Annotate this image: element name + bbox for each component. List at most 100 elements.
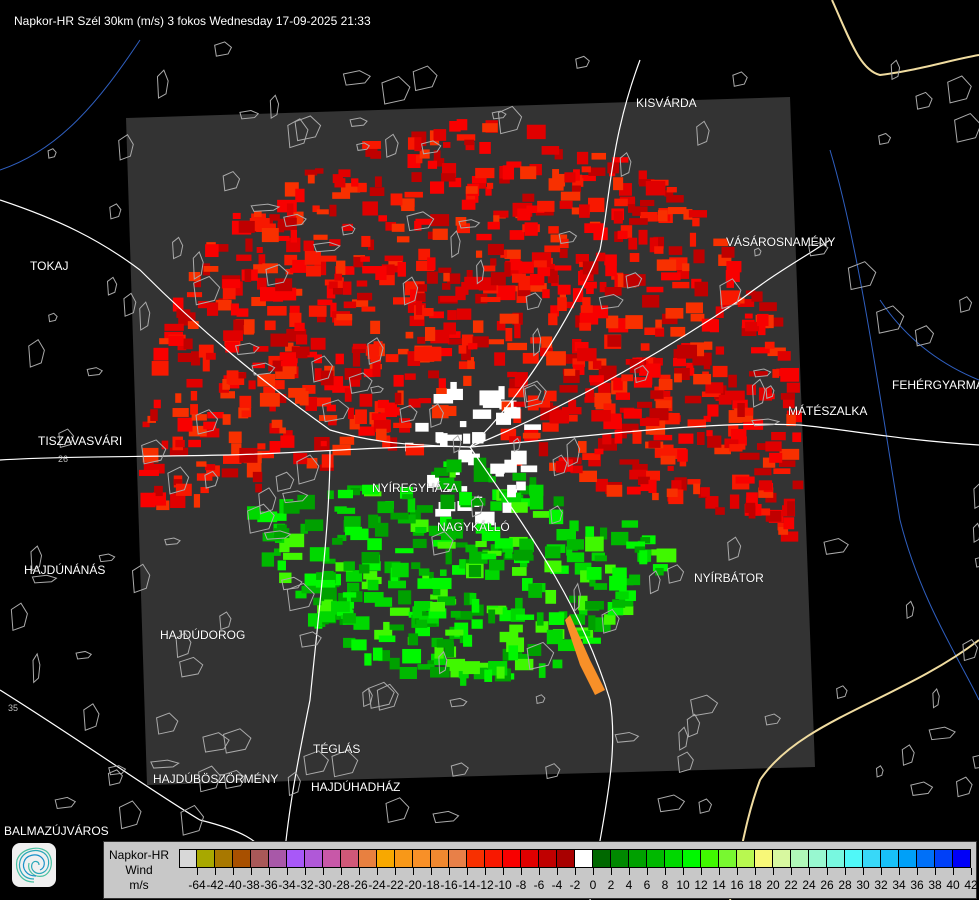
echo-cell [299,391,309,406]
town-outline [282,490,309,504]
town-outline [28,338,45,368]
echo-cell [629,469,647,480]
echo-cell [368,514,379,529]
echo-cell [267,306,287,316]
echo-cell [505,327,513,342]
echo-cell [385,407,400,416]
echo-cell [619,459,640,465]
echo-cell [613,377,623,391]
echo-cell [580,570,592,583]
echo-cell [496,285,516,301]
echo-cell [332,287,343,295]
legend-tick-label: 20 [766,878,780,892]
town-outline [648,570,661,595]
legend-tick [683,868,684,875]
echo-cell [484,669,493,682]
legend-tick-label: -30 [314,878,332,892]
echo-cell [579,470,597,483]
echo-cell [302,384,316,394]
echo-cell [446,459,462,473]
town-outline [823,538,849,555]
echo-cell [361,235,371,247]
echo-cell [707,435,722,448]
echo-cell [715,306,724,318]
legend-color-swatch [413,849,431,868]
echo-cell [317,299,333,306]
echo-cell [566,457,582,465]
echo-cell [462,559,473,566]
echo-cell [522,352,539,364]
echo-cell [585,536,604,552]
echo-cell [490,501,502,511]
echo-cell [471,497,486,506]
echo-cell [249,223,265,232]
town-outline [219,611,232,631]
echo-cell [544,245,561,253]
city-label: BALMAZÚJVÁROS [4,824,109,838]
echo-cell [417,336,426,344]
legend-tick [827,868,828,875]
echo-cell [506,161,522,168]
legend-tick-label: 14 [712,878,726,892]
echo-cell [273,548,281,556]
town-outline [765,385,775,399]
echo-cell [402,648,422,664]
echo-cell [651,549,667,556]
town-outline [432,810,460,824]
echo-cell [746,492,758,506]
echo-cell [507,342,528,351]
echo-cell [367,239,375,251]
echo-cell [514,323,521,339]
echo-cell [574,341,589,352]
echo-cell [256,223,276,233]
echo-cell [607,335,622,347]
echo-cell [337,534,347,542]
town-outline [239,109,260,120]
legend-tick-label: -4 [551,878,563,892]
legend-tick [971,868,972,875]
town-outline [915,91,933,110]
echo-cell [450,381,457,390]
echo-cell [504,459,517,473]
town-outline [139,301,151,331]
echo-cell [335,353,344,365]
echo-cell [316,316,326,323]
echo-cell [430,594,442,600]
echo-cell [350,591,363,602]
echo-cell [405,443,425,456]
echo-cell [432,585,441,596]
echo-cell [283,430,293,436]
legend-tick-label: 32 [874,878,888,892]
echo-cell [283,500,300,514]
legend-title: Napkor-HR Wind m/s [104,848,174,893]
echo-cell [496,666,505,679]
city-label: VÁSÁROSNAMÉNY [726,235,836,249]
town-outline [370,385,384,394]
echo-cell [186,378,203,388]
legend-tick [791,868,792,875]
echo-cell [369,187,385,197]
echo-cell [401,198,415,212]
echo-cell [275,370,295,380]
town-outline [875,765,884,778]
echo-cell [606,484,623,497]
echo-cell [475,511,495,526]
echo-cell [446,658,466,672]
echo-cell [537,200,555,212]
legend-tick-label: -64 [188,878,206,892]
town-outline [545,763,561,780]
echo-cell [613,211,623,224]
echo-cell [328,281,338,289]
echo-cell [418,248,431,261]
echo-cell [673,357,686,367]
town-outline [385,797,410,823]
echo-cell [257,277,267,290]
town-outline [331,749,359,778]
town-outline [48,312,58,323]
echo-cell [654,246,664,254]
town-outline [193,275,221,306]
echo-cell [513,549,533,556]
echo-cell [342,613,356,624]
napkor-logo-icon [12,843,56,887]
